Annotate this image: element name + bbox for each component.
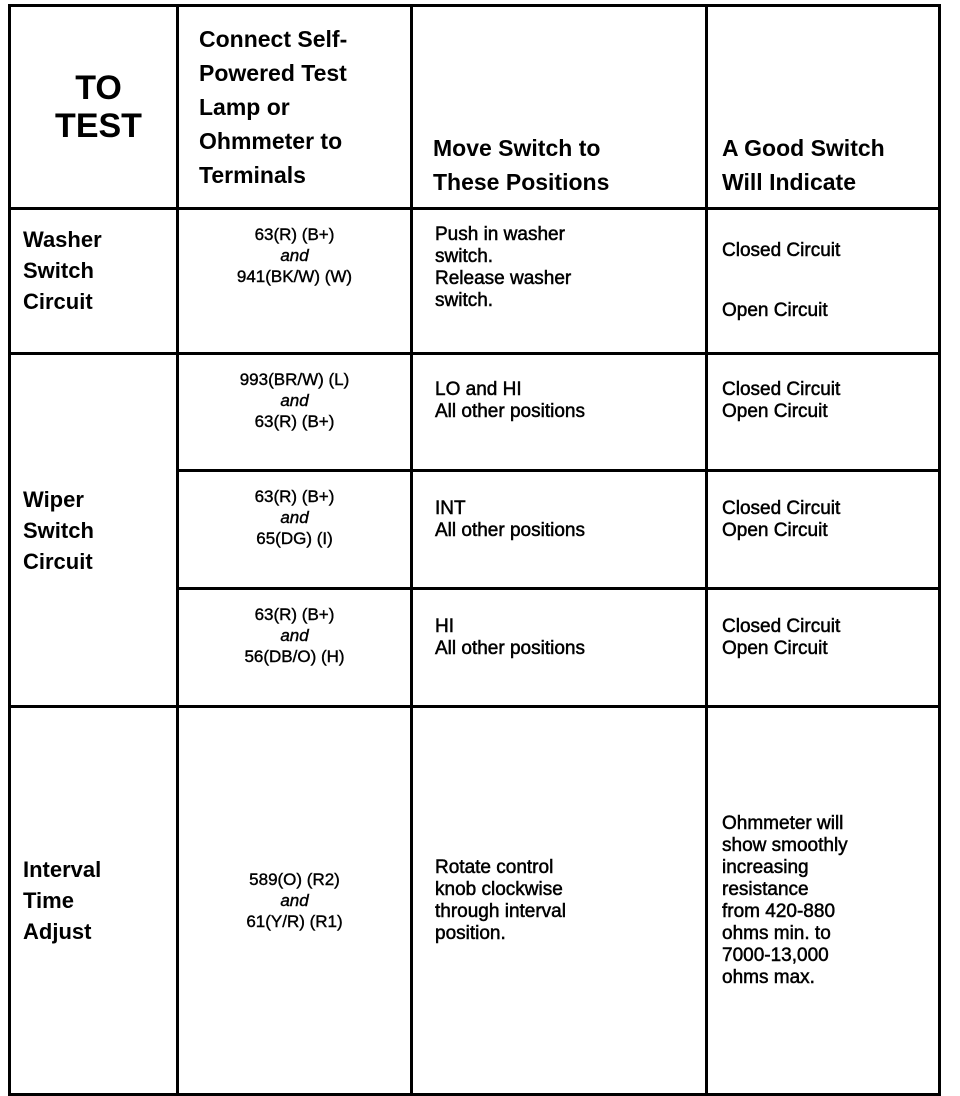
label-text: Circuit	[23, 289, 93, 314]
terminal-text: 993(BR/W) (L)	[239, 370, 350, 389]
move-text: switch.	[435, 246, 494, 268]
header-text: TEST	[55, 107, 142, 145]
indicate-text: Closed Circuit	[722, 616, 841, 638]
move-text: switch.	[435, 290, 494, 312]
move-cell: LO and HI All other positions	[410, 352, 708, 472]
header-connect: Connect Self- Powered Test Lamp or Ohmme…	[176, 4, 413, 210]
indicate-text: show smoothly	[722, 834, 848, 856]
move-text: through interval	[435, 900, 566, 922]
indicate-text: Closed Circuit	[722, 498, 841, 520]
label-text: Adjust	[23, 919, 92, 944]
label-text: Circuit	[23, 548, 93, 574]
indicate-cell: Closed Circuit Open Circuit	[705, 207, 941, 355]
header-text: Lamp or	[199, 94, 290, 120]
indicate-text: Open Circuit	[722, 401, 828, 423]
header-row: TO TEST Connect Self- Powered Test Lamp …	[8, 4, 941, 210]
header-text: Move Switch to	[433, 135, 601, 161]
header-text: Terminals	[199, 162, 306, 188]
label-text: Wiper	[23, 486, 84, 512]
move-text: knob clockwise	[435, 878, 563, 900]
move-cell: HI All other positions	[410, 587, 708, 708]
terminal-text: and	[280, 626, 309, 645]
indicate-text: ohms max.	[722, 966, 815, 988]
row-label: Wiper Switch Circuit	[8, 352, 179, 708]
header-move: Move Switch to These Positions	[410, 4, 708, 210]
indicate-text: Open Circuit	[722, 300, 828, 322]
terminal-text: 589(O) (R2)	[249, 870, 340, 889]
indicate-text: Open Circuit	[722, 520, 828, 542]
indicate-text: Closed Circuit	[722, 240, 841, 262]
move-text: position.	[435, 922, 506, 944]
header-text: Connect Self-	[199, 26, 348, 52]
move-cell: Rotate control knob clockwise through in…	[410, 705, 708, 1096]
indicate-text: ohms min. to	[722, 922, 831, 944]
header-indicate: A Good Switch Will Indicate	[705, 4, 941, 210]
move-text: INT	[435, 498, 466, 520]
move-cell: Push in washer switch. Release washer sw…	[410, 207, 708, 355]
indicate-text: resistance	[722, 878, 809, 900]
terminal-text: and	[280, 508, 309, 527]
move-text: HI	[435, 616, 455, 638]
move-cell: INT All other positions	[410, 469, 708, 590]
label-text: Switch	[23, 517, 94, 543]
header-to-test: TO TEST	[8, 4, 179, 210]
move-text: All other positions	[435, 638, 585, 660]
indicate-cell: Ohmmeter will show smoothly increasing r…	[705, 705, 941, 1096]
label-text: Time	[23, 888, 74, 913]
label-text: Washer	[23, 227, 102, 252]
terminal-text: 941(BK/W) (W)	[236, 267, 353, 286]
indicate-cell: Closed Circuit Open Circuit	[705, 587, 941, 708]
terminal-text: 63(R) (B+)	[254, 605, 335, 624]
indicate-text: increasing	[722, 856, 809, 878]
terminal-text: 65(DG) (I)	[256, 529, 333, 548]
terminal-cell: 589(O) (R2) and 61(Y/R) (R1)	[176, 705, 413, 1096]
indicate-text: 7000-13,000	[722, 944, 829, 966]
switch-test-table: TO TEST Connect Self- Powered Test Lamp …	[8, 4, 941, 1096]
move-text: LO and HI	[435, 379, 522, 401]
row-label: Interval Time Adjust	[8, 705, 179, 1096]
move-text: Push in washer	[435, 224, 565, 246]
terminal-cell: 63(R) (B+) and 56(DB/O) (H)	[176, 587, 413, 708]
move-text: Release washer	[435, 268, 572, 290]
indicate-text: Open Circuit	[722, 638, 828, 660]
indicate-cell: Closed Circuit Open Circuit	[705, 352, 941, 472]
table-row: Washer Switch Circuit 63(R) (B+) and 941…	[8, 207, 941, 355]
header-text: Powered Test	[199, 60, 347, 86]
header-text: These Positions	[433, 169, 610, 195]
table-row: 63(R) (B+) and 65(DG) (I) INT All other …	[10, 469, 941, 590]
terminal-text: 63(R) (B+)	[254, 487, 335, 506]
table-row: Wiper Switch Circuit 993(BR/W) (L) and 6…	[8, 352, 941, 708]
terminal-text: 61(Y/R) (R1)	[246, 912, 343, 931]
table-row: Interval Time Adjust 589(O) (R2) and 61(…	[8, 705, 941, 1096]
move-text: All other positions	[435, 401, 585, 423]
label-text: Interval	[23, 857, 102, 882]
header-text: TO	[75, 69, 122, 107]
header-text: A Good Switch	[722, 135, 885, 161]
terminal-text: 63(R) (B+)	[254, 225, 335, 244]
terminal-text: 63(R) (B+)	[254, 412, 335, 431]
indicate-text: from 420-880	[722, 900, 836, 922]
terminal-text: and	[280, 246, 309, 265]
move-text: All other positions	[435, 520, 585, 542]
indicate-text: Ohmmeter will	[722, 812, 844, 834]
terminal-cell: 993(BR/W) (L) and 63(R) (B+)	[176, 352, 413, 472]
header-text: Ohmmeter to	[199, 128, 343, 154]
table-row: 63(R) (B+) and 56(DB/O) (H) HI All other…	[10, 587, 941, 708]
terminal-text: and	[280, 391, 309, 410]
terminal-text: and	[280, 891, 309, 910]
row-label: Washer Switch Circuit	[8, 207, 179, 355]
header-text: Will Indicate	[722, 169, 856, 195]
terminal-cell: 63(R) (B+) and 65(DG) (I)	[176, 469, 413, 590]
terminal-cell: 63(R) (B+) and 941(BK/W) (W)	[176, 207, 413, 355]
indicate-text: Closed Circuit	[722, 379, 841, 401]
indicate-cell: Closed Circuit Open Circuit	[705, 469, 941, 590]
terminal-text: 56(DB/O) (H)	[244, 647, 345, 666]
label-text: Switch	[23, 258, 94, 283]
move-text: Rotate control	[435, 856, 554, 878]
